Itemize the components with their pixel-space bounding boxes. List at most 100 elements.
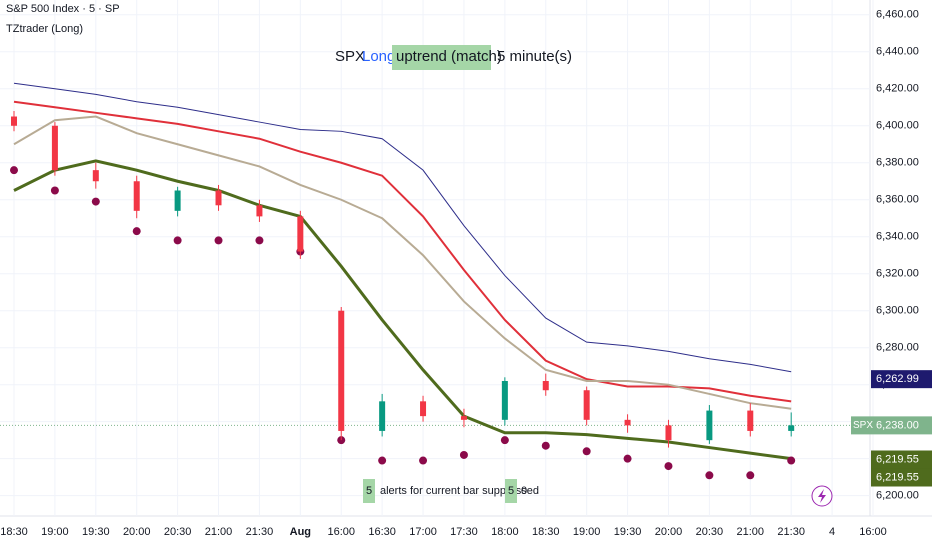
alert-box bbox=[505, 479, 517, 503]
y-tick-label: 6,360.00 bbox=[876, 194, 919, 206]
price-tag: SPX bbox=[853, 420, 873, 431]
price-label: 6,262.99 bbox=[876, 373, 919, 385]
stop-dot bbox=[664, 462, 673, 471]
stop-dot bbox=[623, 454, 632, 463]
indicator-line bbox=[13, 82, 792, 373]
x-tick-label: 18:30 bbox=[0, 526, 28, 538]
x-tick-label: 18:30 bbox=[532, 526, 560, 538]
x-tick-label: 21:00 bbox=[737, 526, 765, 538]
price-label: 6,238.00 bbox=[876, 419, 919, 431]
candle-body bbox=[379, 401, 386, 431]
x-tick-label: 19:00 bbox=[41, 526, 69, 538]
x-tick-label: 19:30 bbox=[82, 526, 110, 538]
alert-icon bbox=[818, 489, 826, 503]
y-tick-label: 6,320.00 bbox=[876, 268, 919, 280]
x-tick-label: 16:00 bbox=[327, 526, 355, 538]
x-tick-label: 20:30 bbox=[164, 526, 192, 538]
stop-dot bbox=[255, 236, 264, 245]
alert-text: alerts for current bar suppressed bbox=[380, 485, 539, 497]
x-tick-label: 16:00 bbox=[859, 526, 887, 538]
stop-dot bbox=[419, 456, 428, 465]
indicator-line bbox=[13, 100, 792, 403]
stop-dot bbox=[746, 471, 755, 480]
stop-dot bbox=[500, 436, 509, 445]
candle-body bbox=[92, 170, 99, 182]
candle-body bbox=[338, 310, 345, 431]
y-tick-label: 6,300.00 bbox=[876, 305, 919, 317]
x-tick-label: 21:00 bbox=[205, 526, 233, 538]
indicator-line bbox=[13, 159, 792, 461]
price-tag-box bbox=[851, 416, 871, 435]
alert-count: 5 bbox=[366, 485, 372, 497]
status-symbol: SPX bbox=[335, 48, 365, 65]
indicator-name: TZtrader (Long) bbox=[6, 23, 83, 35]
indicator-line bbox=[13, 115, 792, 410]
x-tick-label: 20:00 bbox=[655, 526, 683, 538]
x-tick-label: 21:30 bbox=[246, 526, 274, 538]
stop-dot bbox=[378, 456, 387, 465]
price-label: 6,219.55 bbox=[876, 471, 919, 483]
candle-body bbox=[706, 410, 713, 441]
y-tick-label: 6,380.00 bbox=[876, 157, 919, 169]
candle-body bbox=[665, 425, 672, 441]
y-tick-label: 6,440.00 bbox=[876, 46, 919, 58]
x-tick-label: 17:30 bbox=[450, 526, 478, 538]
alert-count: 0 bbox=[521, 485, 527, 497]
y-tick-label: 6,280.00 bbox=[876, 342, 919, 354]
x-tick-label: 21:30 bbox=[777, 526, 805, 538]
x-tick-label: 19:30 bbox=[614, 526, 642, 538]
candle-body bbox=[583, 390, 590, 420]
alert-count: 5 bbox=[508, 485, 514, 497]
x-tick-label: 20:00 bbox=[123, 526, 151, 538]
stop-dot bbox=[214, 236, 223, 245]
price-label-box bbox=[871, 450, 932, 469]
candle-body bbox=[215, 190, 222, 206]
candle-body bbox=[460, 416, 467, 420]
stop-dot bbox=[173, 236, 182, 245]
candle-body bbox=[747, 410, 754, 431]
stop-dot bbox=[132, 227, 141, 236]
x-tick-label: Aug bbox=[290, 526, 311, 538]
status-mode: Long bbox=[362, 48, 395, 65]
x-tick-label: 17:00 bbox=[409, 526, 437, 538]
alert-box bbox=[363, 479, 375, 503]
y-tick-label: 6,420.00 bbox=[876, 83, 919, 95]
y-tick-label: 6,400.00 bbox=[876, 120, 919, 132]
plot bbox=[10, 82, 796, 480]
candle-body bbox=[501, 380, 508, 420]
x-tick-label: 16:30 bbox=[368, 526, 396, 538]
status-trend: uptrend (match) bbox=[396, 48, 502, 65]
status-box bbox=[392, 45, 491, 70]
x-tick-label: 18:00 bbox=[491, 526, 519, 538]
x-tick-label: 19:00 bbox=[573, 526, 601, 538]
x-tick-label: 20:30 bbox=[696, 526, 724, 538]
x-tick-label: 4 bbox=[829, 526, 835, 538]
stop-dot bbox=[705, 471, 714, 480]
stop-dot bbox=[50, 186, 59, 195]
stop-dot bbox=[787, 456, 796, 465]
candle-body bbox=[542, 380, 549, 391]
stop-dot bbox=[582, 447, 591, 456]
stop-dot bbox=[459, 450, 468, 459]
stop-dot bbox=[91, 197, 100, 206]
status-interval: 5 minute(s) bbox=[497, 48, 572, 65]
candle-body bbox=[11, 116, 17, 126]
price-label-box bbox=[871, 370, 932, 389]
candle-body bbox=[174, 190, 181, 211]
candle-body bbox=[624, 419, 631, 426]
stop-dot bbox=[541, 441, 550, 450]
candle-body bbox=[51, 125, 58, 171]
candle-body bbox=[297, 216, 304, 252]
candle-body bbox=[133, 181, 140, 211]
candle-body bbox=[788, 425, 795, 431]
y-tick-label: 6,460.00 bbox=[876, 9, 919, 21]
price-label-box bbox=[871, 468, 932, 487]
price-label-box bbox=[871, 416, 932, 435]
candle-body bbox=[420, 401, 427, 417]
price-label: 6,219.55 bbox=[876, 453, 919, 465]
y-tick-label: 6,340.00 bbox=[876, 231, 919, 243]
stop-dot bbox=[10, 166, 18, 175]
chart-title: S&P 500 Index · 5 · SP bbox=[6, 3, 120, 15]
